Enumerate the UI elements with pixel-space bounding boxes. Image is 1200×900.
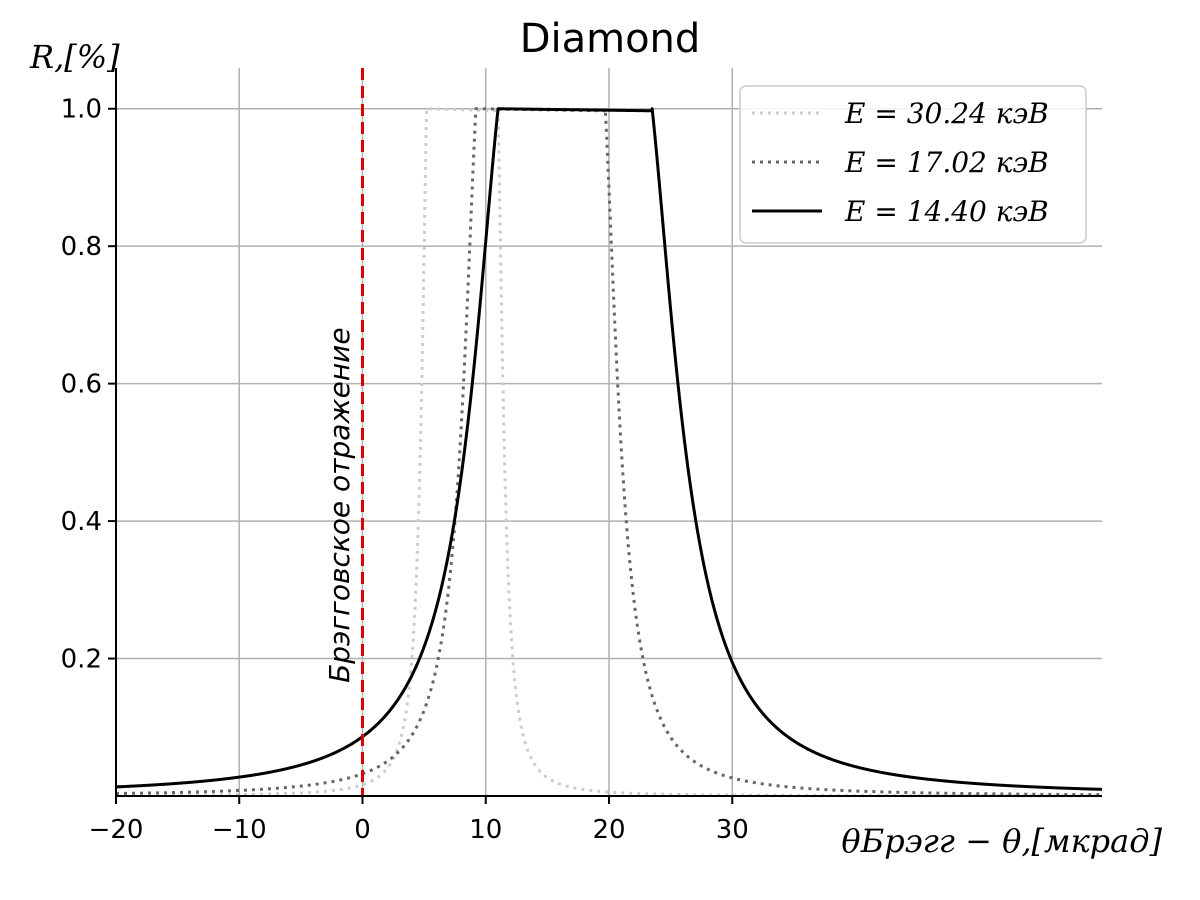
x-axis-label: θБрэгг − θ,[мкрад] xyxy=(841,822,1162,860)
y-tick-label: 0.4 xyxy=(61,507,102,537)
legend-label-series-2: E = 17.02 кэВ xyxy=(844,146,1049,179)
y-tick-label: 0.6 xyxy=(61,370,102,400)
legend: E = 30.24 кэВ E = 17.02 кэВ E = 14.40 кэ… xyxy=(739,85,1087,244)
series-line-3 xyxy=(115,107,1103,791)
x-tick-label: −10 xyxy=(212,815,267,845)
y-tick-label: 0.2 xyxy=(61,645,102,675)
y-tick-label: 0.8 xyxy=(61,232,102,262)
legend-label-series-1: E = 30.24 кэВ xyxy=(844,97,1049,130)
bragg-reflection-annotation: Брэгговское отражение xyxy=(323,327,356,683)
legend-box xyxy=(739,85,1087,244)
y-axis-label: R,[%] xyxy=(29,38,120,76)
y-tick-label: 1.0 xyxy=(61,95,102,125)
chart-title: Diamond xyxy=(520,16,701,62)
grid xyxy=(115,68,1102,796)
x-tick-label: 0 xyxy=(354,815,371,845)
x-tick-label: −20 xyxy=(89,815,144,845)
x-tick-label: 30 xyxy=(716,815,749,845)
tick-labels: −20 −10 0 10 20 30 0.2 0.4 0.6 0.8 1.0 xyxy=(61,95,749,845)
legend-label-series-3: E = 14.40 кэВ xyxy=(844,195,1049,228)
series-group xyxy=(115,68,1103,798)
x-tick-label: 10 xyxy=(469,815,502,845)
series-line-2 xyxy=(115,107,1103,797)
x-tick-label: 20 xyxy=(592,815,625,845)
